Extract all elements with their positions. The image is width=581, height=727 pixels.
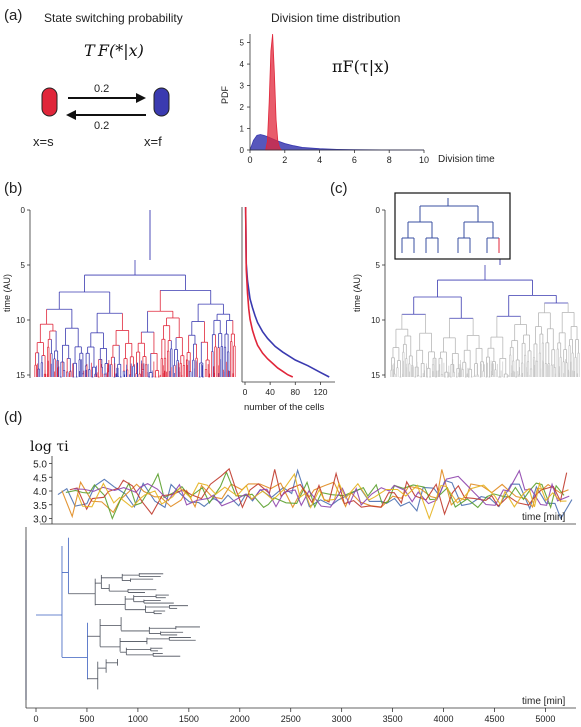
tree-d-x-tick-label: 1500: [179, 714, 199, 724]
tree-y-tick-label: 0: [21, 206, 26, 215]
count-series-fast: [244, 206, 330, 378]
count-series-slow: [244, 206, 294, 378]
count-x-tick-label: 0: [243, 387, 248, 397]
count-x-ticks: 0 40 80 120: [243, 382, 328, 397]
tree-c-y-label: time (AU): [352, 274, 362, 312]
tree-d-x-tick-label: 3500: [383, 714, 403, 724]
tree-b-y-ticks: 0 5 10 15: [16, 206, 30, 380]
pdf-y-tick-label: 5: [240, 39, 245, 48]
count-x-label: number of the cells: [244, 402, 325, 413]
tree-y-tick-label: 10: [16, 316, 25, 325]
pdf-x-label: Division time: [438, 154, 495, 165]
tree-c-y-ticks: 0 5 10 15: [371, 206, 385, 380]
pdf-y-ticks: 0 1 2 3 4 5: [240, 39, 250, 155]
tree-d-x-tick-label: 4000: [434, 714, 454, 724]
tau-y-tick-label: 4.0: [33, 487, 47, 498]
switch-probability-formula: T F(*|x): [84, 41, 144, 60]
rate-top-label: 0.2: [94, 83, 109, 95]
panel-label-c: (c): [330, 180, 348, 197]
pdf-y-tick-label: 4: [240, 60, 245, 69]
pdf-x-tick-label: 4: [317, 155, 322, 165]
tree-d-x-label: time [min]: [522, 696, 566, 707]
rate-bottom-label: 0.2: [94, 120, 109, 132]
pdf-x-tick-label: 8: [387, 155, 392, 165]
panel-label-d: (d): [4, 409, 22, 426]
tau-y-tick-label: 4.5: [33, 473, 47, 484]
pdf-series-slow: [265, 33, 283, 151]
pdf-x-tick-label: 2: [282, 155, 287, 165]
panel-label-b: (b): [4, 180, 22, 197]
tree-d-x-tick-label: 3000: [332, 714, 352, 724]
cell-count-chart: 0 40 80 120 number of the cells: [241, 206, 335, 413]
tree-d-x-tick-label: 0: [33, 714, 38, 724]
tau-x-label: time [min]: [522, 512, 566, 523]
tree-b-lineage-tree: [34, 210, 236, 378]
tree-c-inset: [394, 192, 511, 260]
tau-y-tick-label: 3.0: [33, 515, 47, 526]
pdf-y-tick-label: 1: [240, 125, 245, 134]
pdf-y-label: PDF: [220, 85, 230, 104]
count-x-tick-label: 40: [265, 387, 275, 397]
tree-d-x-tick-label: 5000: [535, 714, 555, 724]
tree-d-x-tick-label: 500: [79, 714, 94, 724]
pdf-y-tick-label: 3: [240, 82, 245, 91]
tau-series-line: [77, 472, 567, 521]
slow-state-pill: [41, 87, 58, 117]
state-s-label: x=s: [33, 134, 54, 149]
pdf-x-tick-label: 10: [419, 155, 429, 165]
tree-d-lineage-tree: [25, 537, 200, 700]
tree-c-lineage-tree: [390, 210, 580, 378]
log-tau-label: log τi: [30, 439, 69, 455]
pdf-y-tick-label: 2: [240, 103, 245, 112]
pdf-x-ticks: 0 2 4 6 8 10: [247, 150, 429, 165]
tree-d-x-tick-label: 2000: [230, 714, 250, 724]
count-x-tick-label: 120: [313, 387, 327, 397]
tau-y-tick-label: 5.0: [33, 460, 47, 471]
tau-series-line: [73, 469, 570, 508]
panel-label-a: (a): [4, 7, 22, 24]
pdf-y-tick-label: 0: [240, 146, 245, 155]
division-time-pdf-formula: πF(τ|x): [332, 57, 389, 76]
arrow-s-to-f: [68, 93, 146, 103]
tau-series: [57, 467, 573, 521]
right-panel-title: Division time distribution: [271, 11, 400, 25]
tree-b-y-label: time (AU): [2, 274, 12, 312]
tau-y-tick-label: 3.5: [33, 501, 47, 512]
pdf-chart: 0 2 4 6 8 10 0 1 2 3 4 5 PDF Division time: [220, 33, 495, 165]
tree-y-tick-label: 15: [16, 371, 25, 380]
left-panel-title: State switching probability: [44, 11, 183, 25]
tree-d-x-tick-label: 4500: [484, 714, 504, 724]
tau-series-line: [61, 469, 569, 519]
tree-y-tick-label: 0: [376, 206, 381, 215]
tree-d-x-tick-label: 2500: [281, 714, 301, 724]
tree-y-tick-label: 10: [371, 316, 380, 325]
tree-y-tick-label: 5: [376, 261, 381, 270]
state-f-label: x=f: [144, 134, 162, 149]
fast-state-pill: [153, 87, 170, 117]
tree-y-tick-label: 5: [21, 261, 26, 270]
pdf-x-tick-label: 6: [352, 155, 357, 165]
arrow-f-to-s: [66, 110, 146, 120]
pdf-fill-layer: [249, 33, 425, 151]
tree-d-x-ticks: 0 500 1000 1500 2000 2500 3000 3500 4000 4500 5000: [33, 708, 555, 724]
pdf-x-tick-label: 0: [247, 155, 252, 165]
tree-y-tick-label: 15: [371, 371, 380, 380]
tree-d-x-tick-label: 1000: [128, 714, 148, 724]
tau-y-ticks: 5.0 4.5 4.0 3.5 3.0: [33, 460, 52, 526]
count-x-tick-label: 80: [291, 387, 301, 397]
